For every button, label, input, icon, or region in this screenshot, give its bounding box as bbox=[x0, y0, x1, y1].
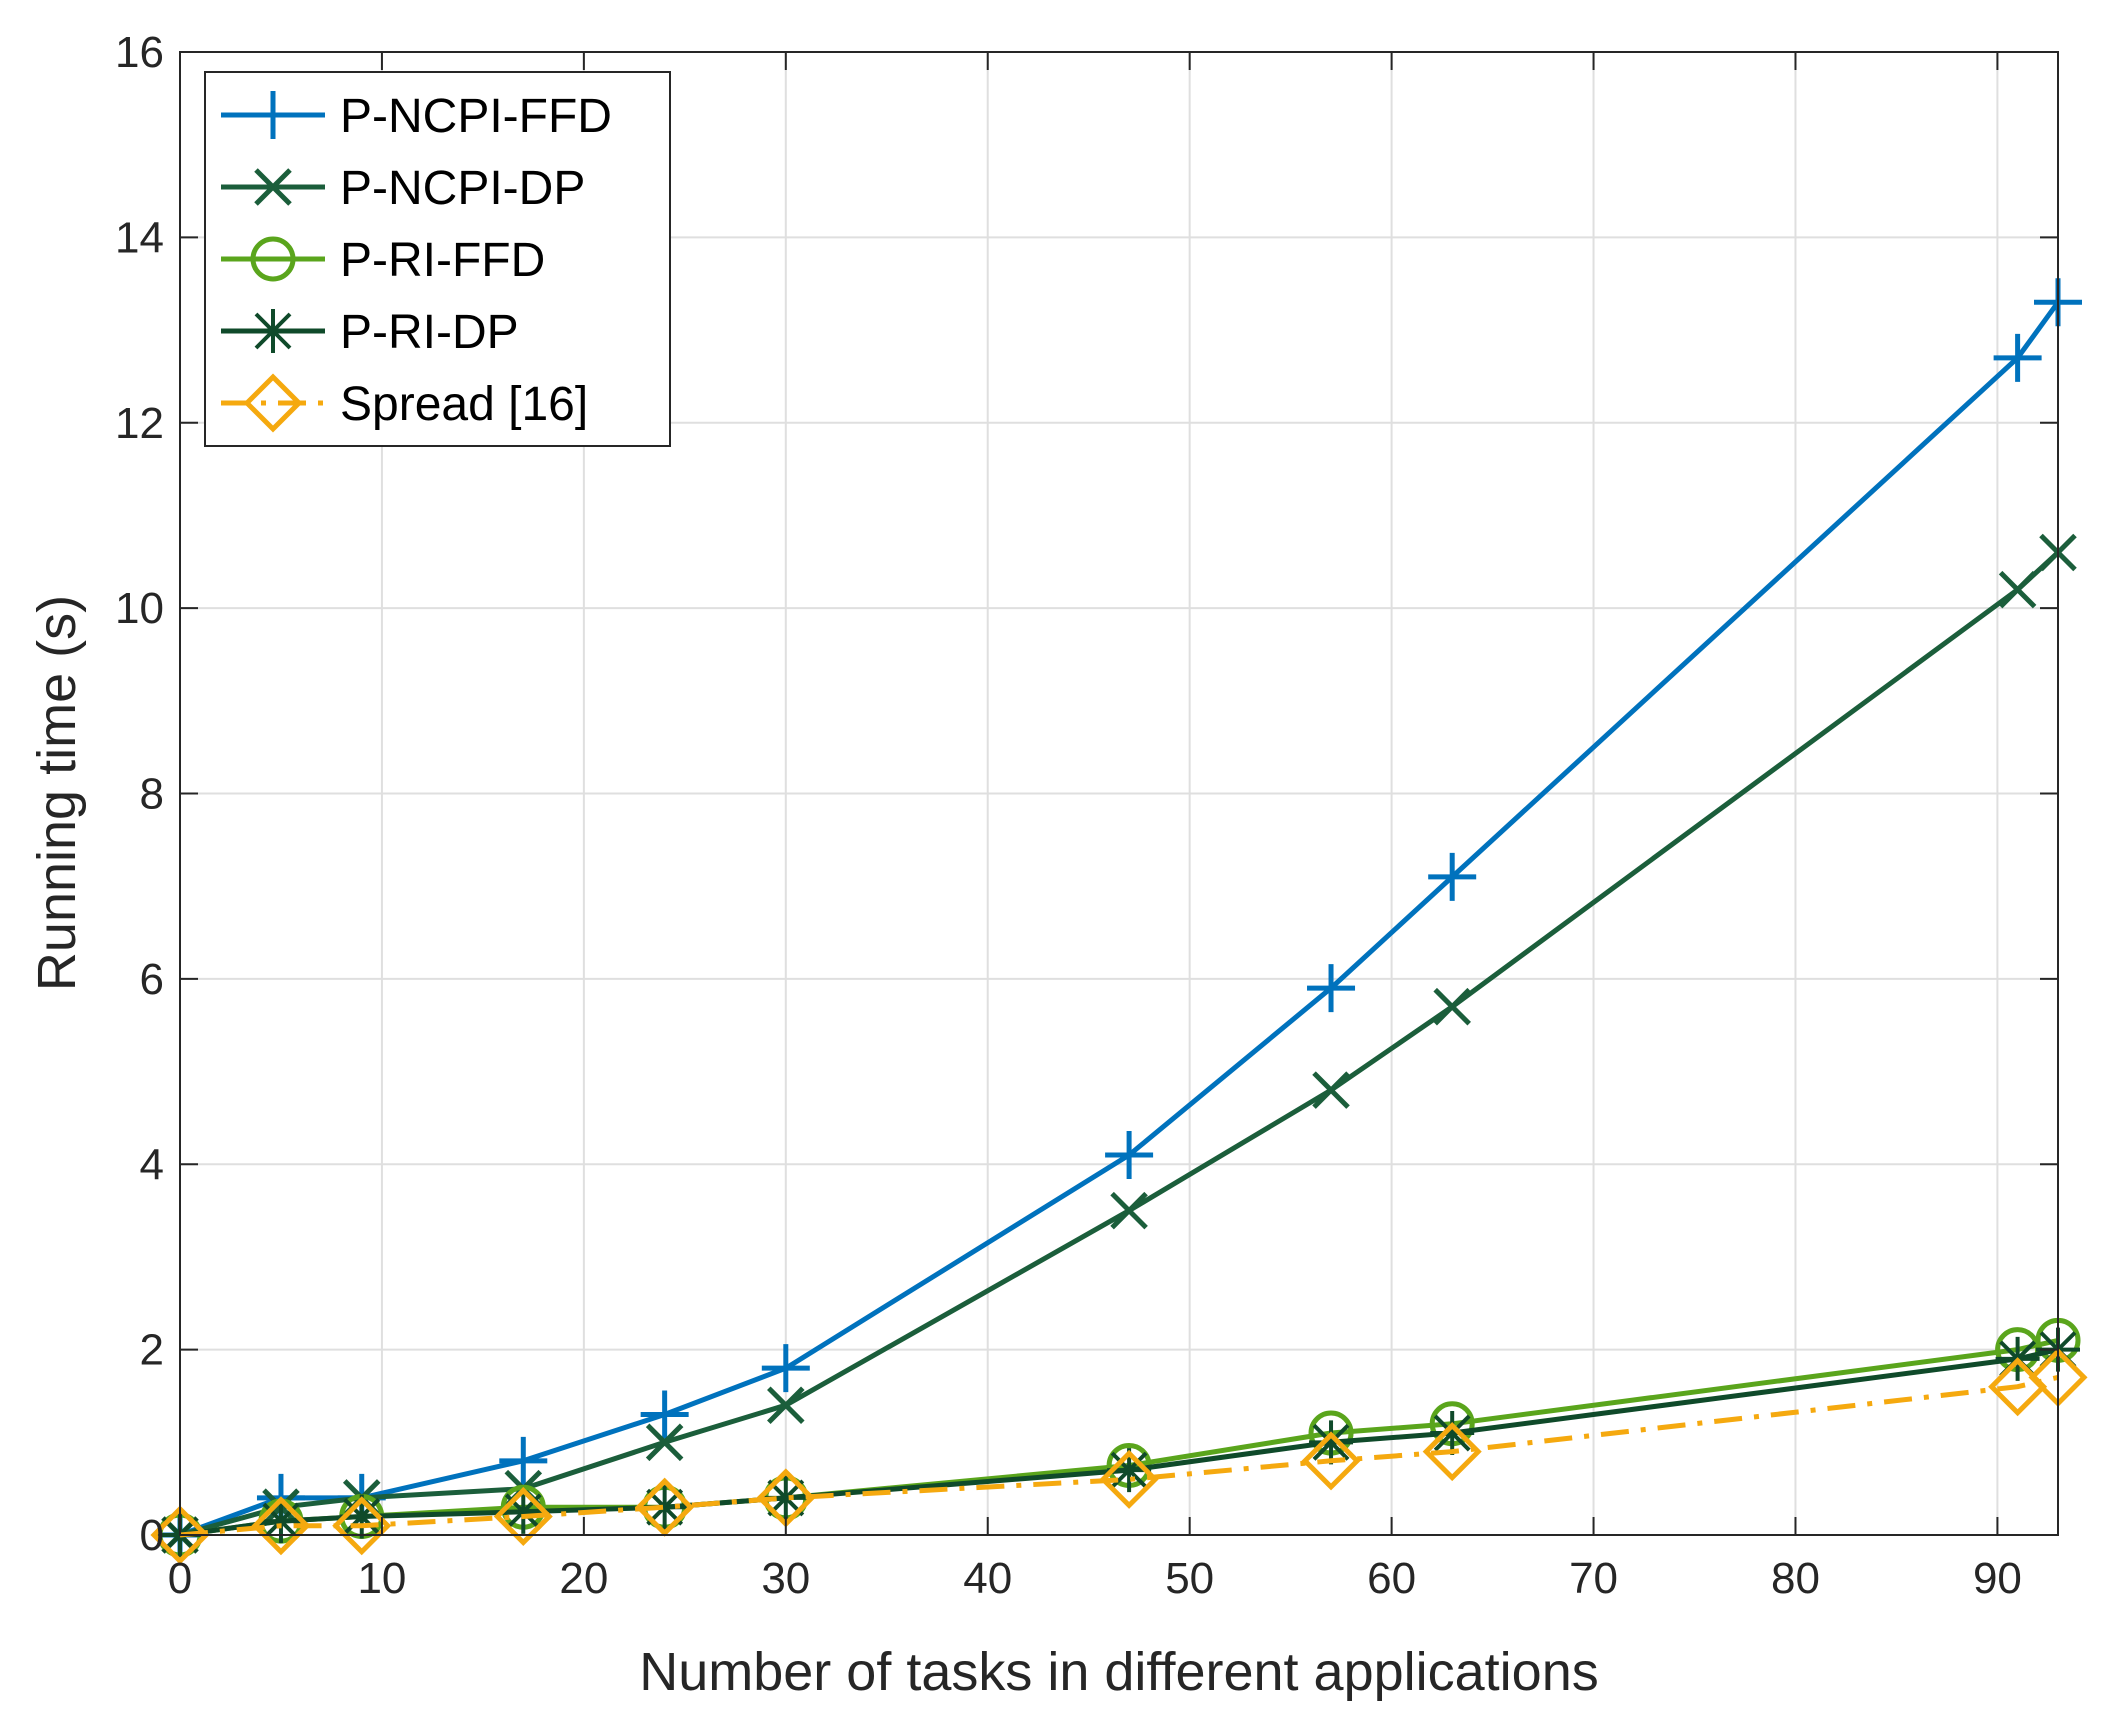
y-axis-label: Running time (s) bbox=[27, 595, 87, 991]
diamond-marker bbox=[635, 1477, 695, 1537]
asterisk-marker-b bbox=[1312, 1423, 1350, 1461]
y-tick-label: 12 bbox=[115, 399, 164, 448]
x-tick-label: 40 bbox=[963, 1554, 1012, 1603]
legend-marker bbox=[251, 309, 295, 353]
y-tick-label: 16 bbox=[115, 28, 164, 77]
data-point bbox=[493, 1486, 553, 1546]
data-point bbox=[635, 1477, 695, 1537]
data-point bbox=[251, 1496, 311, 1556]
asterisk-marker-b bbox=[343, 1498, 381, 1535]
x-tick-label: 0 bbox=[168, 1554, 192, 1603]
x-marker-b bbox=[1312, 1071, 1350, 1109]
x-marker-b bbox=[254, 168, 292, 206]
data-point bbox=[1428, 852, 1477, 901]
data-point bbox=[1422, 1422, 1482, 1482]
data-point bbox=[332, 1496, 392, 1556]
x-tick-label: 30 bbox=[761, 1554, 810, 1603]
data-point bbox=[1301, 1431, 1361, 1491]
y-tick-label: 0 bbox=[140, 1511, 164, 1560]
data-point bbox=[1433, 987, 1471, 1026]
y-tick-label: 4 bbox=[140, 1140, 164, 1189]
circle-marker bbox=[250, 236, 296, 282]
data-point bbox=[150, 1505, 210, 1565]
diamond-marker bbox=[1422, 1422, 1482, 1482]
legend-marker bbox=[254, 168, 292, 206]
y-tick-label: 6 bbox=[140, 955, 164, 1004]
x-tick-label: 50 bbox=[1165, 1554, 1214, 1603]
x-axis-label: Number of tasks in different application… bbox=[639, 1642, 1599, 1702]
x-tick-label: 80 bbox=[1771, 1554, 1820, 1603]
data-point bbox=[640, 1390, 689, 1439]
asterisk-marker-b bbox=[1433, 1414, 1471, 1452]
x-marker-b bbox=[1433, 987, 1471, 1026]
diamond-marker bbox=[243, 373, 303, 433]
data-point bbox=[645, 1423, 684, 1462]
data-point bbox=[1998, 570, 2037, 609]
diamond-marker bbox=[1099, 1449, 1159, 1509]
legend-entry: P-NCPI-FFD bbox=[221, 90, 612, 143]
y-tick-label: 2 bbox=[140, 1326, 164, 1375]
data-point bbox=[1993, 333, 2042, 382]
data-point bbox=[1099, 1449, 1159, 1509]
legend-entry: P-RI-FFD bbox=[221, 234, 545, 287]
y-tick-label: 8 bbox=[140, 770, 164, 819]
diamond-marker bbox=[332, 1496, 392, 1556]
series-layer bbox=[150, 278, 2088, 1565]
x-marker-b bbox=[645, 1423, 684, 1462]
diamond-marker bbox=[1301, 1431, 1361, 1491]
legend-entry: P-RI-DP bbox=[221, 306, 519, 359]
data-point bbox=[1430, 1411, 1475, 1456]
x-tick-label: 20 bbox=[559, 1554, 608, 1603]
x-marker-b bbox=[767, 1386, 805, 1425]
legend-label: P-NCPI-FFD bbox=[340, 90, 612, 143]
data-point bbox=[1309, 1420, 1354, 1465]
data-point bbox=[767, 1386, 805, 1425]
data-point bbox=[1110, 1191, 1148, 1230]
x-tick-label: 10 bbox=[357, 1554, 406, 1603]
legend-entry: P-NCPI-DP bbox=[221, 162, 585, 215]
legend-label: P-NCPI-DP bbox=[340, 162, 585, 215]
legend-marker bbox=[243, 373, 303, 433]
data-point bbox=[1105, 1130, 1154, 1179]
legend-entry: Spread [16] bbox=[221, 373, 588, 433]
diamond-marker bbox=[493, 1486, 553, 1546]
x-tick-label: 70 bbox=[1569, 1554, 1618, 1603]
legend-label: P-RI-DP bbox=[340, 306, 519, 359]
data-point bbox=[499, 1436, 548, 1485]
legend-marker bbox=[249, 91, 297, 139]
data-point bbox=[1307, 964, 1356, 1013]
asterisk-marker-b bbox=[254, 312, 292, 350]
x-tick-label: 90 bbox=[1973, 1554, 2022, 1603]
legend: P-NCPI-FFD P-NCPI-DP P-RI-FFD P-RI-DP Spread… bbox=[204, 71, 671, 447]
x-marker-b bbox=[1998, 570, 2037, 609]
legend-label: P-RI-FFD bbox=[340, 234, 545, 287]
data-point bbox=[761, 1344, 810, 1393]
ticks: 0 10 20 30 40 50 60 70 80 90 0 2 4 6 8 10 12 14 16 bbox=[115, 28, 2058, 1603]
x-tick-label: 60 bbox=[1367, 1554, 1416, 1603]
legend-marker bbox=[250, 236, 296, 282]
y-tick-label: 10 bbox=[115, 584, 164, 633]
y-tick-label: 14 bbox=[115, 213, 164, 262]
diamond-marker bbox=[251, 1496, 311, 1556]
legend-label: Spread [16] bbox=[340, 378, 588, 431]
x-marker-b bbox=[1110, 1191, 1148, 1230]
data-point bbox=[1312, 1071, 1350, 1109]
diamond-marker bbox=[150, 1505, 210, 1565]
